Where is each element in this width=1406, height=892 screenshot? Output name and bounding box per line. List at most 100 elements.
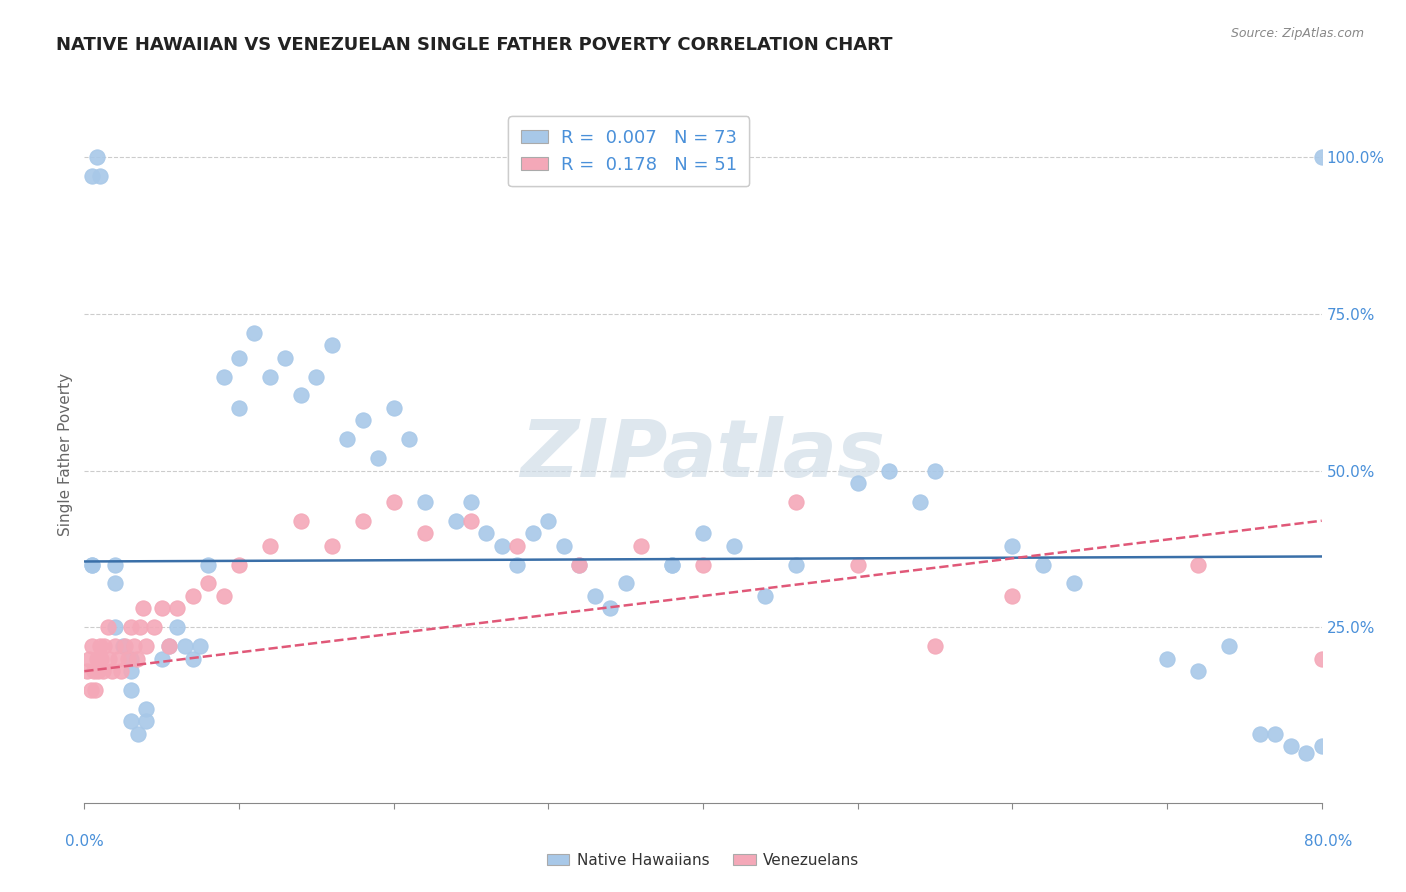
Point [91, 664, 114, 678]
Point [460, 514, 482, 528]
Point [1249, 727, 1271, 741]
Point [166, 620, 188, 634]
Point [166, 601, 188, 615]
Point [228, 401, 250, 415]
Point [1187, 558, 1209, 572]
Point [120, 620, 142, 634]
Point [82, 558, 104, 572]
Point [1001, 589, 1024, 603]
Point [110, 664, 132, 678]
Point [336, 432, 359, 446]
Point [785, 558, 807, 572]
Point [83, 664, 105, 678]
Point [104, 620, 127, 634]
Point [143, 620, 166, 634]
Point [506, 558, 529, 572]
Point [321, 539, 343, 553]
Point [86, 150, 108, 164]
Point [506, 539, 529, 553]
Point [785, 495, 807, 509]
Point [877, 464, 900, 478]
Point [1310, 651, 1333, 665]
Point [87, 664, 110, 678]
Point [661, 558, 683, 572]
Point [150, 601, 173, 615]
Point [475, 526, 498, 541]
Point [1264, 727, 1286, 741]
Point [135, 639, 157, 653]
Point [846, 476, 869, 491]
Point [98, 651, 121, 665]
Point [135, 714, 157, 729]
Point [120, 664, 142, 678]
Point [120, 683, 142, 698]
Point [1032, 558, 1054, 572]
Point [398, 432, 420, 446]
Point [692, 526, 714, 541]
Point [128, 727, 150, 741]
Point [117, 651, 139, 665]
Legend: R =  0.007   N = 73, R =  0.178   N = 51: R = 0.007 N = 73, R = 0.178 N = 51 [508, 116, 749, 186]
Point [352, 514, 374, 528]
Point [228, 558, 250, 572]
Point [367, 451, 389, 466]
Point [290, 514, 312, 528]
Point [212, 589, 235, 603]
Point [181, 651, 204, 665]
Point [723, 539, 745, 553]
Point [908, 495, 931, 509]
Point [460, 495, 482, 509]
Point [101, 664, 124, 678]
Point [382, 495, 405, 509]
Point [212, 369, 235, 384]
Point [188, 639, 212, 653]
Point [132, 601, 155, 615]
Point [444, 514, 467, 528]
Point [82, 169, 104, 183]
Point [1063, 576, 1085, 591]
Point [630, 539, 652, 553]
Point [1187, 664, 1209, 678]
Point [1156, 651, 1178, 665]
Point [120, 714, 142, 729]
Point [112, 639, 135, 653]
Point [522, 526, 544, 541]
Point [568, 558, 591, 572]
Point [924, 464, 946, 478]
Point [114, 639, 136, 653]
Point [181, 589, 204, 603]
Point [82, 639, 104, 653]
Text: 0.0%: 0.0% [65, 834, 104, 849]
Point [924, 639, 946, 653]
Point [1310, 150, 1333, 164]
Point [583, 589, 606, 603]
Point [104, 639, 127, 653]
Point [754, 589, 776, 603]
Point [107, 651, 129, 665]
Point [89, 169, 111, 183]
Point [150, 651, 173, 665]
Text: ZIPatlas: ZIPatlas [520, 416, 886, 494]
Text: NATIVE HAWAIIAN VS VENEZUELAN SINGLE FATHER POVERTY CORRELATION CHART: NATIVE HAWAIIAN VS VENEZUELAN SINGLE FAT… [56, 36, 893, 54]
Point [97, 620, 120, 634]
Point [614, 576, 637, 591]
Point [86, 651, 108, 665]
Point [89, 639, 111, 653]
Point [129, 620, 152, 634]
Point [321, 338, 343, 352]
Point [537, 514, 560, 528]
Point [197, 558, 219, 572]
Point [104, 576, 127, 591]
Point [1310, 739, 1333, 754]
Point [1218, 639, 1240, 653]
Point [692, 558, 714, 572]
Point [84, 683, 107, 698]
Point [274, 351, 297, 365]
Point [120, 651, 142, 665]
Legend: Native Hawaiians, Venezuelans: Native Hawaiians, Venezuelans [538, 845, 868, 875]
Y-axis label: Single Father Poverty: Single Father Poverty [58, 374, 73, 536]
Point [382, 401, 405, 415]
Point [104, 558, 127, 572]
Point [553, 539, 575, 553]
Point [228, 351, 250, 365]
